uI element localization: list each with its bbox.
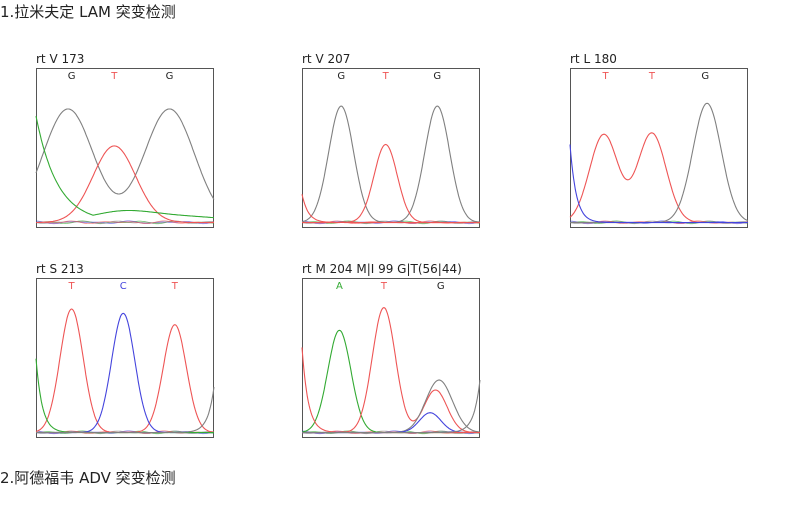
chromatogram-title: rt S 213 [36, 262, 84, 276]
plot-frame [36, 278, 214, 438]
base-call-label: G [433, 71, 441, 82]
chromatogram-title: rt M 204 M|I 99 G|T(56|44) [302, 262, 462, 276]
trace-G [35, 108, 215, 200]
trace-G [36, 387, 215, 434]
chromatogram-panel: rt V 173 G T G [35, 52, 215, 228]
base-call-label: T [648, 71, 656, 82]
base-call-label: G [68, 71, 76, 82]
trace-T [36, 145, 214, 224]
chromatogram-panel: rt S 213 T C T [35, 262, 215, 438]
chromatogram-panel: rt M 204 M|I 99 G|T(56|44) A T G [301, 262, 481, 438]
base-call-label: G [166, 71, 174, 82]
chromatogram-panel: rt V 207 G T G [301, 52, 481, 228]
chromatogram-title: rt V 173 [36, 52, 85, 66]
base-call-label: G [337, 71, 345, 82]
base-call-label: C [120, 281, 127, 292]
trace-G [302, 379, 481, 434]
trace-T [301, 194, 480, 224]
base-call-label: G [701, 71, 709, 82]
base-call-label: T [380, 281, 388, 292]
chromatogram-panel: rt L 180 T T G [569, 52, 749, 228]
plot-frame [36, 68, 214, 228]
base-call-label: T [171, 281, 179, 292]
plot-frame [302, 278, 480, 438]
section-title-lam: 1.拉米夫定 LAM 突变检测 [0, 3, 176, 21]
trace-A [35, 115, 215, 219]
chromatogram-title: rt L 180 [570, 52, 617, 66]
plot-frame [302, 68, 480, 228]
base-call-label: T [68, 281, 76, 292]
base-call-label: T [382, 71, 390, 82]
plot-frame [570, 68, 748, 228]
base-call-label: T [110, 71, 118, 82]
chromatogram-title: rt V 207 [302, 52, 351, 66]
base-call-label: T [602, 71, 610, 82]
base-call-label: G [437, 281, 445, 292]
baseline-trace [35, 220, 215, 225]
trace-C [569, 144, 748, 224]
section-title-adv: 2.阿德福韦 ADV 突变检测 [0, 469, 176, 487]
base-call-label: A [336, 281, 343, 292]
